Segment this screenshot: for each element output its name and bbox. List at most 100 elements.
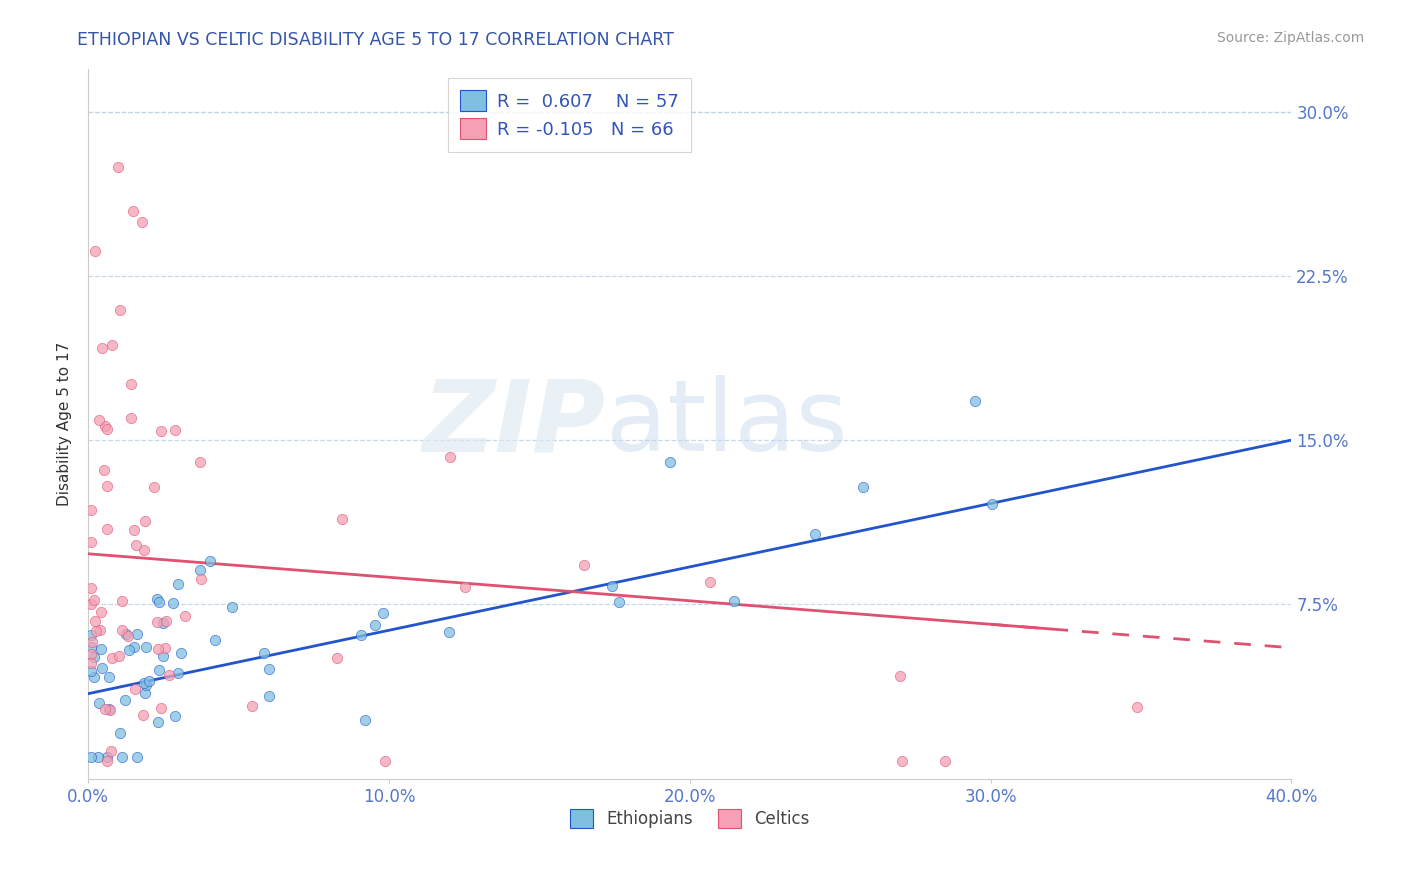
Point [90, 341, 112, 355]
Point [607, 595, 630, 609]
Point [120, 377, 142, 392]
Point [155, 614, 177, 628]
Point [90, 642, 112, 657]
Point [89, 696, 111, 710]
Point [96, 479, 118, 493]
Point [162, 596, 184, 610]
Point [253, 646, 276, 660]
Point [84, 624, 107, 638]
Point [117, 629, 139, 643]
Point [150, 701, 173, 715]
Point [200, 554, 222, 568]
Point [889, 669, 911, 683]
Point [221, 599, 243, 614]
Point [204, 632, 226, 647]
Point [257, 689, 280, 703]
Point [723, 593, 745, 607]
Point [174, 609, 197, 624]
Point [152, 648, 174, 663]
Point [146, 642, 169, 657]
Point [93, 463, 115, 477]
Point [134, 514, 156, 528]
Point [167, 665, 190, 680]
Point [143, 480, 166, 494]
Point [454, 580, 477, 594]
Point [80, 503, 103, 517]
Point [87, 750, 110, 764]
Point [890, 755, 912, 769]
Text: atlas: atlas [606, 376, 848, 472]
Point [124, 538, 146, 552]
Point [83, 650, 105, 665]
Text: ZIP: ZIP [423, 376, 606, 472]
Point [108, 648, 131, 663]
Text: ETHIOPIAN VS CELTIC DISABILITY AGE 5 TO 17 CORRELATION CHART: ETHIOPIAN VS CELTIC DISABILITY AGE 5 TO … [77, 31, 675, 49]
Point [114, 627, 136, 641]
Point [132, 676, 155, 690]
Point [122, 640, 145, 655]
Point [257, 662, 280, 676]
Point [108, 303, 131, 318]
Point [157, 668, 180, 682]
Point [80, 598, 103, 612]
Point [96, 422, 118, 436]
Point [132, 707, 155, 722]
Point [188, 563, 211, 577]
Point [134, 543, 156, 558]
Point [148, 595, 170, 609]
Point [127, 750, 149, 764]
Point [364, 618, 387, 632]
Point [111, 594, 134, 608]
Point [699, 574, 721, 589]
Point [117, 642, 139, 657]
Point [80, 657, 103, 671]
Point [107, 160, 129, 174]
Point [89, 413, 111, 427]
Point [152, 616, 174, 631]
Point [98, 670, 121, 684]
Point [131, 214, 153, 228]
Point [96, 750, 118, 764]
Point [80, 628, 103, 642]
Point [981, 497, 1004, 511]
Point [145, 592, 167, 607]
Point [83, 670, 105, 684]
Point [148, 663, 170, 677]
Point [330, 512, 353, 526]
Point [80, 750, 103, 764]
Point [80, 581, 103, 595]
Point [135, 640, 157, 655]
Point [96, 755, 118, 769]
Point [89, 623, 111, 637]
Point [90, 661, 112, 675]
Point [167, 577, 190, 591]
Point [111, 750, 134, 764]
Point [600, 579, 623, 593]
Point [114, 693, 136, 707]
Point [83, 614, 105, 628]
Point [1126, 700, 1149, 714]
Point [439, 450, 461, 464]
Point [94, 702, 117, 716]
Point [110, 624, 132, 638]
Y-axis label: Disability Age 5 to 17: Disability Age 5 to 17 [58, 342, 72, 506]
Point [100, 744, 122, 758]
Point [127, 627, 149, 641]
Point [83, 593, 105, 607]
Point [803, 527, 825, 541]
Point [97, 702, 120, 716]
Point [188, 455, 211, 469]
Point [122, 203, 145, 218]
Point [190, 572, 212, 586]
Point [155, 640, 177, 655]
Point [163, 423, 186, 437]
Point [169, 646, 191, 660]
Point [122, 523, 145, 537]
Point [101, 338, 124, 352]
Point [96, 522, 118, 536]
Point [138, 674, 160, 689]
Point [135, 678, 157, 692]
Point [84, 244, 107, 259]
Point [80, 535, 103, 549]
Point [354, 713, 377, 727]
